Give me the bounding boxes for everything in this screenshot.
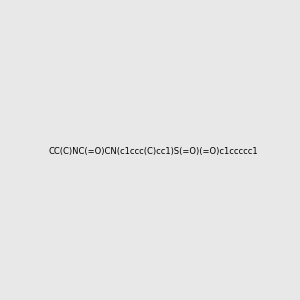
Text: CC(C)NC(=O)CN(c1ccc(C)cc1)S(=O)(=O)c1ccccc1: CC(C)NC(=O)CN(c1ccc(C)cc1)S(=O)(=O)c1ccc… [49, 147, 259, 156]
